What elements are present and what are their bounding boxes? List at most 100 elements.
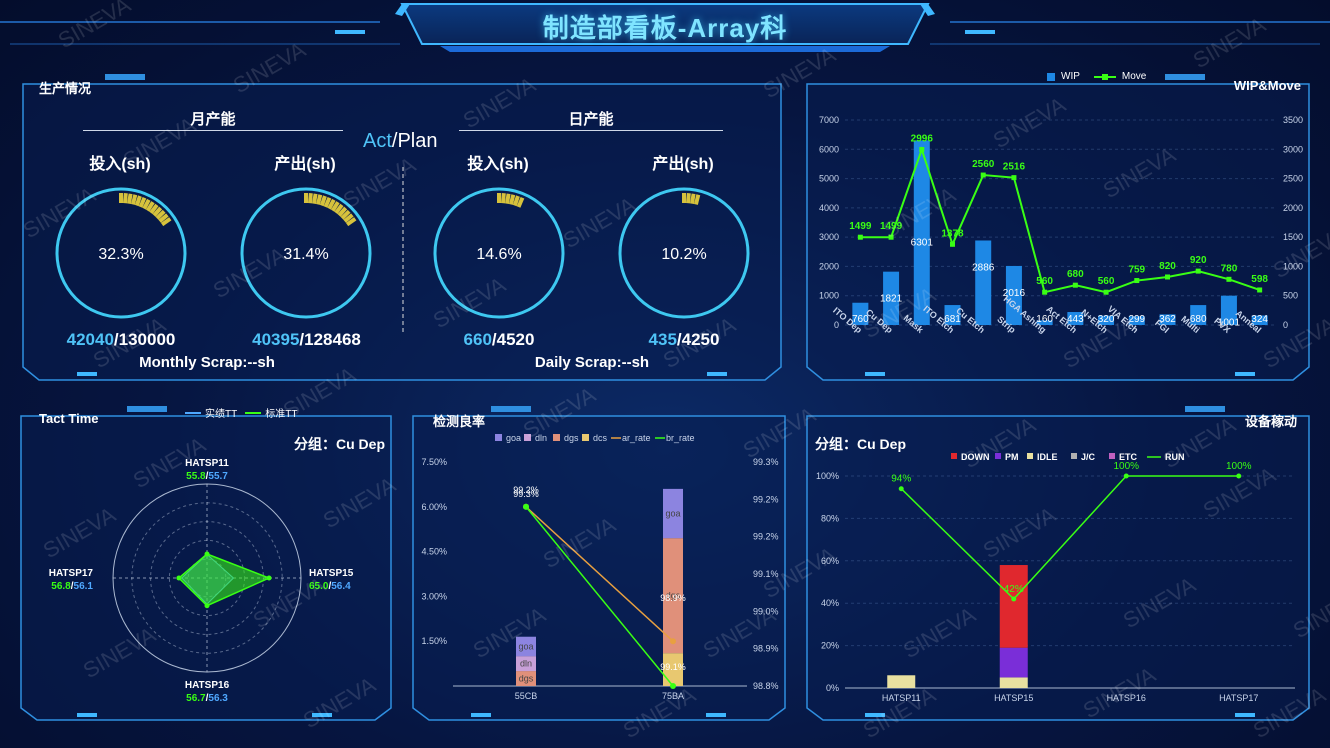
equip-legend-swatch xyxy=(1071,453,1077,459)
ar-rate-label: 99.2% xyxy=(513,485,539,495)
wip-value-label: 1001 xyxy=(1218,318,1241,329)
run-point xyxy=(1236,473,1242,479)
x-tick-label: 55CB xyxy=(515,691,538,701)
wip-value-label: 362 xyxy=(1159,314,1176,325)
equipment-group-label: 分组：Cu Dep xyxy=(815,436,906,452)
daily-capacity-title: 日产能 xyxy=(459,108,723,131)
wip-bar xyxy=(852,302,869,325)
gauge-tick xyxy=(345,217,357,227)
monthly-output-ratio: 40395/128468 xyxy=(252,330,361,349)
x-tick-label: HATSP15 xyxy=(994,693,1033,703)
yield-legend-swatch xyxy=(553,434,560,441)
run-point xyxy=(1123,473,1129,479)
y-right-tick-label: 2000 xyxy=(1283,203,1303,213)
ar-rate-label: 98.9% xyxy=(660,593,686,603)
run-value-label: 94% xyxy=(891,474,911,485)
move-value-label: 2516 xyxy=(1003,162,1026,173)
monthly-input-ratio: 42040/130000 xyxy=(66,330,176,349)
run-value-label: 100% xyxy=(1113,461,1139,472)
production-divider xyxy=(402,167,404,335)
radar-value-label: 56.8/56.1 xyxy=(51,581,93,592)
monthly-capacity-title: 月产能 xyxy=(83,108,343,131)
yield-legend-label: dcs xyxy=(593,433,608,443)
radar-category-label: HATSP11 xyxy=(185,458,229,469)
move-point xyxy=(1195,268,1201,274)
actual-tt-label: 实绩TT xyxy=(205,409,238,420)
y-right-tick-label: 99.2% xyxy=(753,532,779,542)
yield-bar-label: goa xyxy=(518,641,533,651)
yield-legend-swatch xyxy=(495,434,502,441)
gauge-tick xyxy=(330,201,340,212)
actual-tt-point xyxy=(204,551,210,557)
daily-output-percent: 10.2% xyxy=(661,246,707,263)
y-left-tick-label: 6.00% xyxy=(421,502,447,512)
move-point xyxy=(1134,278,1140,284)
yield-legend-label: goa xyxy=(506,433,521,443)
act-plan-label: Act/Plan xyxy=(363,130,438,153)
equipment-panel: 设备稼动 分组：Cu Dep DOWN PM IDLE J/C ETC RUN 100% 80… xyxy=(805,402,1315,724)
daily-output-label: 产出(sh) xyxy=(652,156,714,173)
move-value-label: 2996 xyxy=(911,134,934,145)
move-value-label: 759 xyxy=(1128,265,1145,276)
production-title: 生产情况 xyxy=(39,81,92,96)
move-value-label: 680 xyxy=(1067,269,1084,280)
y-left-tick-label: 7.50% xyxy=(421,457,447,467)
gauge-tick xyxy=(315,194,323,205)
gauge-tick xyxy=(142,198,151,210)
gauge-tick xyxy=(123,193,128,204)
yield-bar-segment xyxy=(663,488,683,539)
yield-legend-swatch xyxy=(582,434,589,441)
y-tick-label: 60% xyxy=(821,556,839,566)
gauge-tick xyxy=(312,193,318,204)
gauge-tick xyxy=(693,194,701,205)
y-right-tick-label: 99.2% xyxy=(753,494,779,504)
gauge-tick xyxy=(152,206,163,217)
actual-tt-point xyxy=(266,575,272,581)
radar-value-label: 65.0/56.4 xyxy=(309,581,351,592)
move-point xyxy=(1042,289,1048,295)
br_rate-point xyxy=(523,503,529,510)
wip-value-label: 760 xyxy=(852,314,869,325)
equip-bar-segment xyxy=(999,677,1028,688)
actual-tt-point xyxy=(176,575,182,581)
gauge-tick xyxy=(160,217,172,227)
daily-input-label: 投入(sh) xyxy=(467,156,529,173)
tact-radar-chart: HATSP11 55.8/55.7 HATSP15 65.0/56.4 HATSP16 5… xyxy=(49,458,354,704)
yield-bar-segment xyxy=(516,636,536,657)
x-tick-label: HATSP16 xyxy=(1107,693,1146,703)
gauge-tick xyxy=(508,194,516,205)
wip-bar xyxy=(1251,315,1268,325)
daily-input-ratio: 660/4520 xyxy=(463,330,535,349)
y-left-tick-label: 4.50% xyxy=(421,547,447,557)
y-left-tick-label: 3000 xyxy=(819,232,839,242)
page-title: 制造部看板-Array科 xyxy=(542,13,788,43)
gauge-tick xyxy=(337,206,348,217)
tact-group-label: 分组：Cu Dep xyxy=(294,436,385,452)
y-right-tick-label: 1500 xyxy=(1283,232,1303,242)
y-tick-label: 40% xyxy=(821,598,839,608)
equip-legend-swatch xyxy=(995,453,1001,459)
act-label: Act xyxy=(363,130,392,152)
move-point xyxy=(1226,276,1232,282)
yield-legend-label: br_rate xyxy=(666,433,695,443)
wip-move-frame xyxy=(806,74,1310,381)
y-right-tick-label: 98.9% xyxy=(753,644,779,654)
y-left-tick-label: 6000 xyxy=(819,144,839,154)
move-value-label: 920 xyxy=(1190,255,1207,266)
gauge-ring xyxy=(55,187,187,319)
br-rate-label: 99.3% xyxy=(513,489,539,499)
gauge-tick xyxy=(155,209,166,220)
equip-legend-label: ETC xyxy=(1119,452,1138,462)
gauge-tick xyxy=(149,203,159,215)
y-right-tick-label: 3000 xyxy=(1283,144,1303,154)
yield-bar-label: dgs xyxy=(666,591,681,601)
move-point xyxy=(1011,175,1017,181)
equip-bar-segment xyxy=(999,647,1028,678)
br_rate-line xyxy=(525,506,674,687)
monthly-scrap: Monthly Scrap:--sh xyxy=(139,354,275,371)
gauge-tick xyxy=(501,193,506,204)
monthly-input-label: 投入(sh) xyxy=(89,156,151,173)
equipment-frame xyxy=(806,406,1310,721)
equip-legend-swatch xyxy=(951,453,957,459)
equip-legend-swatch xyxy=(1027,453,1033,459)
